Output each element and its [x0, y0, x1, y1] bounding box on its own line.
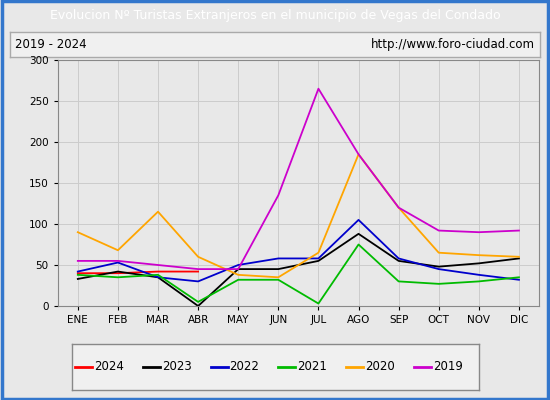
Text: 2020: 2020	[365, 360, 395, 374]
Text: Evolucion Nº Turistas Extranjeros en el municipio de Vegas del Condado: Evolucion Nº Turistas Extranjeros en el …	[50, 8, 501, 22]
Text: 2023: 2023	[162, 360, 191, 374]
Text: 2019 - 2024: 2019 - 2024	[15, 38, 87, 51]
Text: 2024: 2024	[94, 360, 124, 374]
Text: 2022: 2022	[229, 360, 260, 374]
Text: 2021: 2021	[298, 360, 327, 374]
Text: http://www.foro-ciudad.com: http://www.foro-ciudad.com	[371, 38, 535, 51]
Text: 2019: 2019	[433, 360, 463, 374]
